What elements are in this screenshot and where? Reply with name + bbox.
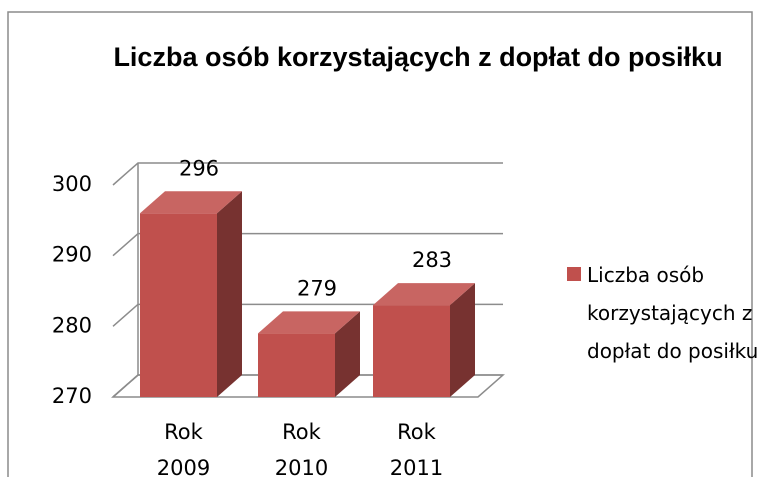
grid-line (112, 232, 503, 257)
bar-top (140, 191, 242, 214)
data-label: 296 (179, 156, 219, 180)
bar-front (258, 333, 335, 397)
x-tick-label: Rok 2009 (156, 420, 211, 477)
back-wall (112, 163, 139, 398)
bar-top (258, 311, 360, 334)
legend-label: Liczba osób korzystających z dopłat do p… (587, 263, 759, 363)
chart-frame (7, 11, 753, 477)
legend-swatch (567, 267, 581, 281)
y-tick-label: 300 (52, 172, 92, 196)
bar-front (373, 305, 450, 397)
grid-line (112, 162, 503, 186)
bar-side (335, 311, 360, 397)
y-tick-label: 280 (52, 313, 92, 337)
bar (140, 191, 242, 397)
y-tick-label: 290 (52, 243, 92, 267)
bar-top (373, 283, 475, 306)
bar-front (140, 213, 217, 397)
y-tick-label: 270 (52, 384, 92, 408)
bar-side (217, 191, 242, 397)
bar-side (450, 283, 475, 397)
data-label: 279 (297, 276, 337, 300)
bar (258, 311, 360, 397)
data-label: 283 (412, 248, 452, 272)
x-tick-label: Rok 2010 (274, 420, 329, 477)
x-tick-label: Rok 2011 (389, 420, 444, 477)
bar (373, 283, 475, 397)
chart-title: Liczba osób korzystających z dopłat do p… (113, 42, 723, 72)
